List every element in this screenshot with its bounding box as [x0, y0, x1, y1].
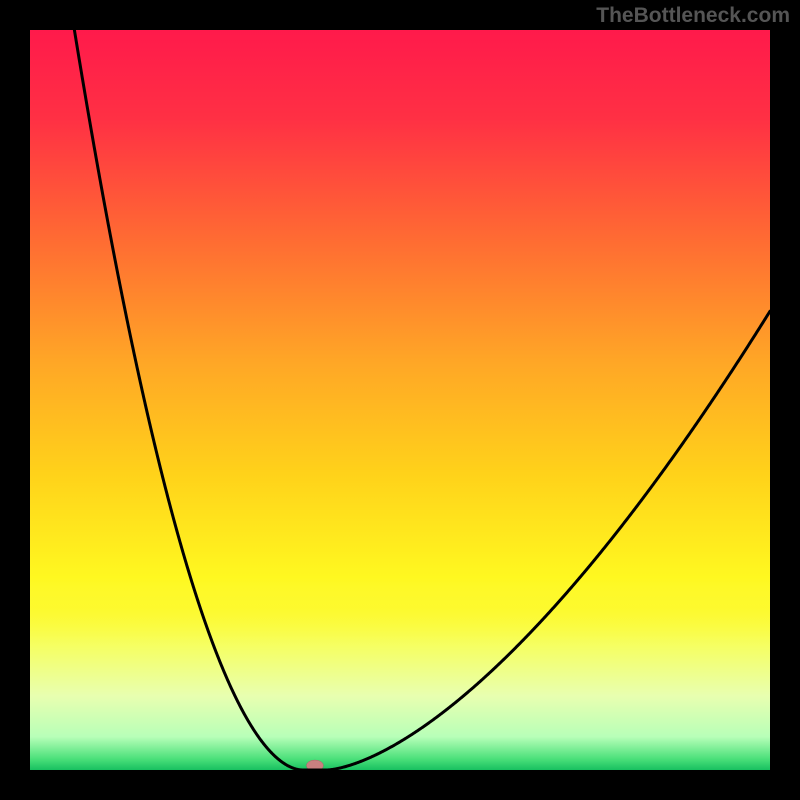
plot-midband: [30, 570, 770, 644]
chart-stage: TheBottleneck.com: [0, 0, 800, 800]
watermark-text: TheBottleneck.com: [596, 4, 790, 28]
chart-svg: [0, 0, 800, 800]
plot-background: [30, 30, 770, 770]
